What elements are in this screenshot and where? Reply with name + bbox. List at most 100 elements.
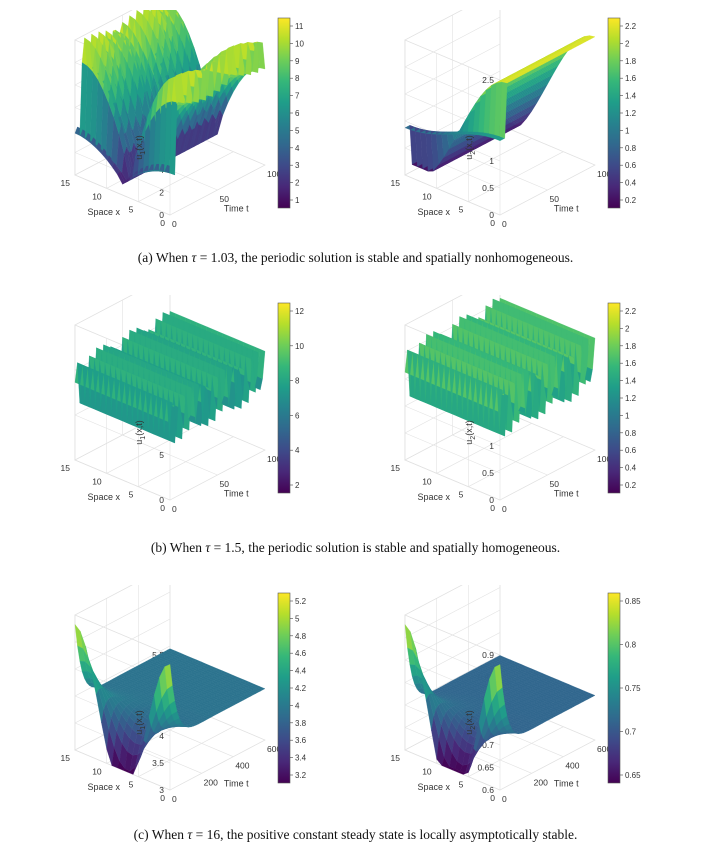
surface xyxy=(74,10,266,185)
colorbar-tick-label: 1.2 xyxy=(625,394,637,403)
t-tick-label: 50 xyxy=(550,479,560,489)
colorbar xyxy=(607,17,621,209)
surface-patch xyxy=(257,348,266,379)
surface-plot-c-u1: 33.544.555.50200400600051015Time tSpace … xyxy=(61,585,307,804)
x-tick-label: 0 xyxy=(490,503,495,513)
tau-symbol: τ xyxy=(191,250,197,265)
x-tick-label: 0 xyxy=(160,793,165,803)
space-axis-label: Space x xyxy=(417,207,450,217)
x-tick-label: 10 xyxy=(422,766,432,776)
t-tick-label: 0 xyxy=(502,794,507,804)
t-tick-label: 600 xyxy=(267,744,281,754)
x-tick-label: 10 xyxy=(92,766,102,776)
colorbar-tick-label: 11 xyxy=(295,22,304,31)
colorbar-tick-label: 0.2 xyxy=(625,196,637,205)
colorbar-tick-label: 0.4 xyxy=(625,179,637,188)
caption-value: = 1.03, xyxy=(199,250,238,265)
t-tick-label: 200 xyxy=(204,777,218,787)
surface-plot-c-u2: 0.60.650.70.750.80.850.90200400600051015… xyxy=(391,585,641,804)
colorbar-tick-label: 3.6 xyxy=(295,736,307,745)
t-tick-label: 100 xyxy=(267,169,281,179)
space-axis-label: Space x xyxy=(417,492,450,502)
x-gridline xyxy=(138,151,234,202)
colorbar-tick-label: 5.2 xyxy=(295,597,307,606)
tau-symbol: τ xyxy=(187,827,193,842)
surface-patch xyxy=(587,335,596,370)
colorbar-tick-label: 0.2 xyxy=(625,481,637,490)
space-axis-label: Space x xyxy=(87,782,120,792)
x-tick-label: 0 xyxy=(490,793,495,803)
colorbar-tick-label: 6 xyxy=(295,411,300,420)
x-tick-label: 5 xyxy=(129,780,134,790)
surface-patch xyxy=(257,41,266,70)
z-tick-label: 2.5 xyxy=(482,75,494,85)
z-tick-label: 0 xyxy=(489,495,494,505)
x-gridline xyxy=(436,423,532,474)
x-tick-label: 5 xyxy=(129,205,134,215)
z-tick-label: 0.65 xyxy=(477,763,494,773)
x-gridline xyxy=(169,739,266,791)
t-tick-label: 50 xyxy=(550,194,560,204)
x-gridline xyxy=(499,449,596,501)
colorbar xyxy=(277,17,291,209)
colorbar-tick-label: 0.6 xyxy=(625,161,637,170)
colorbar xyxy=(277,302,291,494)
colorbar-tick-label: 8 xyxy=(295,74,300,83)
z-tick-label: 0 xyxy=(159,210,164,220)
t-tick-label: 600 xyxy=(597,744,611,754)
x-gridline xyxy=(499,164,596,216)
z-tick-label: 0 xyxy=(159,495,164,505)
t-tick-label: 0 xyxy=(502,504,507,514)
colorbar-tick-label: 1.8 xyxy=(625,342,637,351)
time-axis-label: Time t xyxy=(554,779,579,789)
z-tick-label: 1 xyxy=(489,441,494,451)
x-tick-label: 5 xyxy=(459,780,464,790)
x-tick-label: 15 xyxy=(391,178,401,188)
z-tick-label: 0.9 xyxy=(482,650,494,660)
colorbar-tick-label: 0.8 xyxy=(625,641,637,650)
surface xyxy=(74,623,266,775)
space-axis-label: Space x xyxy=(417,782,450,792)
colorbar-tick-label: 4 xyxy=(295,144,300,153)
colorbar xyxy=(607,592,621,784)
t-tick-label: 0 xyxy=(172,794,177,804)
colorbar-tick-label: 1.8 xyxy=(625,57,637,66)
z-tick-label: 3 xyxy=(159,785,164,795)
caption-value: = 1.5, xyxy=(213,540,245,555)
x-gridline xyxy=(468,726,564,777)
z-tick-label: 4 xyxy=(159,731,164,741)
colorbar xyxy=(607,302,621,494)
caption-pre: When xyxy=(155,250,189,265)
x-tick-label: 15 xyxy=(61,178,71,188)
colorbar-tick-label: 4 xyxy=(295,446,300,455)
x-gridline xyxy=(138,726,234,777)
x-tick-label: 5 xyxy=(129,490,134,500)
x-tick-label: 15 xyxy=(61,463,71,473)
colorbar-tick-label: 2.2 xyxy=(625,307,637,316)
time-axis-label: Time t xyxy=(224,489,249,499)
caption-label: (b) xyxy=(150,540,167,555)
z-tick-label: 3.5 xyxy=(152,758,164,768)
caption-text: the periodic solution is stable and spat… xyxy=(241,250,574,265)
colorbar-tick-label: 10 xyxy=(295,39,304,48)
surface xyxy=(74,311,266,444)
colorbar-tick-label: 2.2 xyxy=(625,22,637,31)
colorbar-tick-label: 7 xyxy=(295,92,300,101)
caption-b: (b) When τ = 1.5, the periodic solution … xyxy=(0,540,711,556)
x-tick-label: 5 xyxy=(459,490,464,500)
caption-text: the periodic solution is stable and spat… xyxy=(248,540,561,555)
colorbar-tick-label: 4 xyxy=(295,701,300,710)
colorbar-tick-label: 2 xyxy=(295,179,300,188)
t-tick-label: 0 xyxy=(172,504,177,514)
z-tick-label: 2 xyxy=(159,188,164,198)
surface-patch xyxy=(586,35,596,39)
colorbar-tick-label: 4.6 xyxy=(295,649,307,658)
x-gridline xyxy=(436,138,532,189)
colorbar-tick-label: 8 xyxy=(295,377,300,386)
x-tick-label: 10 xyxy=(422,476,432,486)
colorbar-tick-label: 1 xyxy=(625,411,630,420)
colorbar-tick-label: 0.8 xyxy=(625,429,637,438)
x-tick-label: 10 xyxy=(92,476,102,486)
